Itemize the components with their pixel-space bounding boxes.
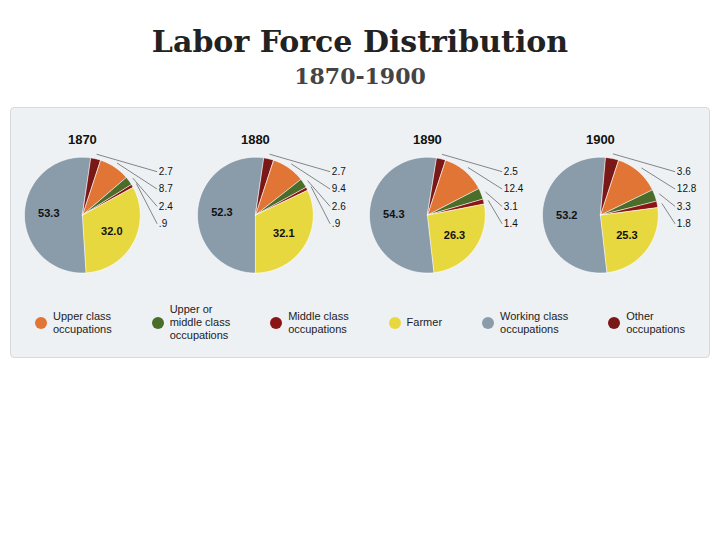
svg-text:25.3: 25.3: [616, 229, 637, 241]
html-text:Upper or middle class occupati: Upper or middle class occupations: [169, 303, 231, 342]
html-text:Farmer: Farmer: [406, 316, 443, 329]
svg-text:1870: 1870: [68, 132, 97, 147]
html-text:Labor Force Distribution: Labor Force Distribution: [151, 24, 569, 59]
svg-text:54.3: 54.3: [383, 208, 404, 220]
svg-text:8.7: 8.7: [159, 183, 173, 194]
svg-text:3.3: 3.3: [677, 201, 691, 212]
svg-text:3.1: 3.1: [504, 201, 518, 212]
svg-text:1880: 1880: [241, 132, 270, 147]
svg-text:32.0: 32.0: [101, 225, 122, 237]
html-text:Other occupations: Other occupations: [626, 309, 685, 335]
svg-text:.9: .9: [332, 218, 341, 229]
html-text:Middle class occupations: Middle class occupations: [288, 309, 349, 335]
svg-text:2.7: 2.7: [332, 166, 346, 177]
svg-text:12.4: 12.4: [504, 183, 524, 194]
svg-text:53.2: 53.2: [556, 209, 577, 221]
svg-text:2.6: 2.6: [332, 201, 346, 212]
svg-text:1.4: 1.4: [504, 218, 518, 229]
html-text:Upper class occupations: Upper class occupations: [53, 309, 112, 335]
svg-text:3.6: 3.6: [677, 166, 691, 177]
svg-text:26.3: 26.3: [444, 228, 465, 240]
svg-text:12.8: 12.8: [677, 183, 697, 194]
svg-text:1890: 1890: [413, 132, 442, 147]
svg-text:32.1: 32.1: [273, 227, 294, 239]
svg-text:1.8: 1.8: [677, 218, 691, 229]
html-text:1870-1900: 1870-1900: [294, 63, 426, 89]
svg-text:53.3: 53.3: [38, 207, 59, 219]
svg-text:.9: .9: [159, 218, 168, 229]
svg-text:52.3: 52.3: [211, 206, 232, 218]
svg-text:1900: 1900: [586, 132, 615, 147]
svg-text:2.7: 2.7: [159, 166, 173, 177]
svg-text:9.4: 9.4: [332, 183, 346, 194]
svg-text:2.5: 2.5: [504, 166, 518, 177]
html-text:Working class occupations: Working class occupations: [500, 309, 569, 335]
svg-text:2.4: 2.4: [159, 201, 173, 212]
